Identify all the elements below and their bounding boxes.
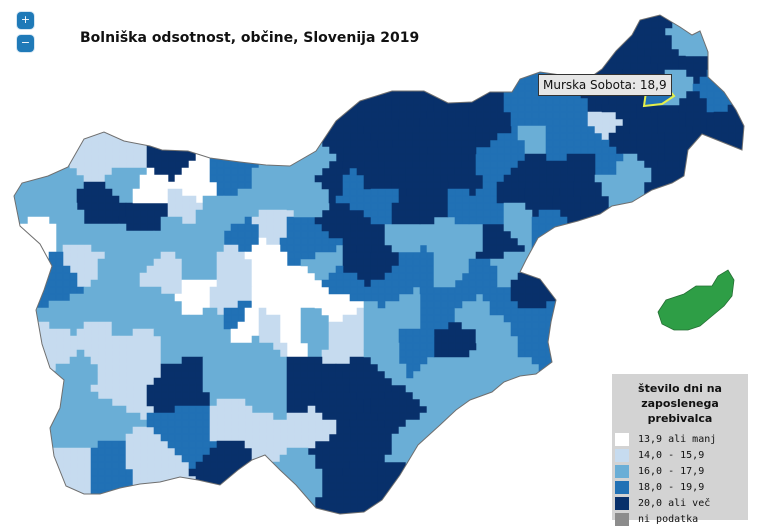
municipality[interactable] — [244, 0, 358, 162]
municipality[interactable] — [167, 188, 204, 225]
zoom-out-button[interactable]: − — [17, 35, 34, 52]
legend-swatch — [615, 449, 629, 462]
legend-item: 20,0 ali več — [612, 496, 748, 512]
municipality[interactable] — [419, 286, 456, 337]
municipality[interactable] — [545, 125, 575, 162]
municipality[interactable] — [0, 447, 92, 520]
municipality[interactable] — [118, 202, 169, 232]
municipality[interactable] — [363, 188, 400, 225]
legend-label: 18,0 - 19,9 — [638, 482, 705, 493]
municipality[interactable] — [244, 363, 288, 421]
municipality[interactable] — [594, 174, 666, 309]
municipality[interactable] — [468, 188, 505, 225]
municipality[interactable] — [0, 83, 85, 211]
municipality[interactable] — [363, 300, 400, 351]
legend-label: 16,0 - 17,9 — [638, 466, 705, 477]
legend-swatch — [615, 481, 629, 494]
municipality[interactable] — [146, 0, 232, 183]
municipality[interactable] — [363, 342, 407, 386]
municipality[interactable] — [0, 125, 50, 225]
municipality[interactable] — [195, 195, 232, 232]
municipality[interactable] — [384, 223, 428, 253]
municipality[interactable] — [230, 0, 309, 176]
municipality[interactable] — [601, 0, 673, 50]
municipality[interactable] — [510, 258, 631, 309]
legend-item: 13,9 ali manj — [612, 432, 748, 448]
municipality[interactable] — [90, 335, 127, 372]
legend-item: 18,0 - 19,9 — [612, 480, 748, 496]
municipality[interactable] — [363, 265, 414, 309]
legend-swatch — [615, 497, 629, 510]
municipality[interactable] — [132, 167, 176, 204]
map-legend: število dni na zaposlenega prebivalca 13… — [612, 374, 748, 526]
municipality[interactable] — [468, 258, 498, 295]
municipality[interactable] — [475, 314, 519, 351]
municipality[interactable] — [111, 0, 148, 169]
legend-label: 20,0 ali več — [638, 498, 711, 509]
legend-item: 14,0 - 15,9 — [612, 448, 748, 464]
legend-label: 14,0 - 15,9 — [638, 450, 705, 461]
municipality[interactable] — [0, 216, 57, 274]
municipality[interactable] — [440, 272, 484, 309]
legend-item: ni podatka — [612, 512, 748, 528]
municipality[interactable] — [531, 0, 645, 71]
map-title: Bolniška odsotnost, občine, Slovenija 20… — [80, 30, 420, 46]
legend-item: 16,0 - 17,9 — [612, 464, 748, 480]
municipality[interactable] — [594, 139, 624, 176]
municipality[interactable] — [76, 181, 127, 225]
municipality[interactable] — [398, 328, 435, 379]
municipality[interactable] — [447, 223, 484, 260]
municipality[interactable] — [433, 321, 477, 358]
legend-label: 13,9 ali manj — [638, 434, 717, 445]
map-tooltip: Murska Sobota: 18,9 — [538, 74, 672, 96]
slovenia-locator-inset — [657, 269, 735, 331]
municipality[interactable] — [146, 356, 211, 414]
municipality[interactable] — [433, 251, 470, 288]
legend-swatch — [615, 465, 629, 478]
legend-title: število dni na zaposlenega prebivalca — [638, 382, 722, 425]
municipality[interactable] — [153, 314, 204, 365]
legend-swatch — [615, 433, 629, 446]
municipality[interactable] — [342, 216, 386, 253]
municipality[interactable] — [90, 370, 155, 421]
municipality[interactable] — [209, 83, 260, 197]
municipality[interactable] — [286, 181, 330, 218]
zoom-in-button[interactable]: + — [17, 12, 34, 29]
